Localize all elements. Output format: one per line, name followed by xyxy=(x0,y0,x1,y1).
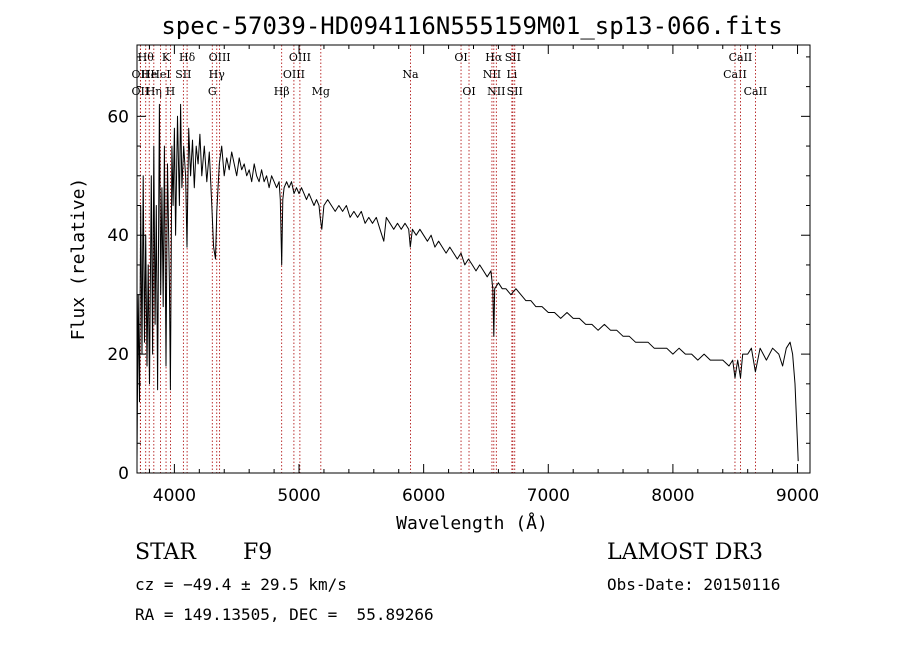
marker-label: NII xyxy=(487,85,505,98)
marker-label: OII xyxy=(132,85,150,98)
marker-label: SII xyxy=(175,68,191,81)
y-tick-label: 0 xyxy=(118,464,129,484)
marker-label: NII xyxy=(483,68,501,81)
redshift-value: cz = −49.4 ± 29.5 km/s xyxy=(135,575,347,594)
y-tick-label: 20 xyxy=(107,345,129,365)
marker-label: SII xyxy=(507,85,523,98)
marker-label: HeI xyxy=(150,68,170,81)
marker-label: Hγ xyxy=(209,68,226,81)
data-layer xyxy=(136,103,799,462)
marker-label: Li xyxy=(506,68,517,81)
marker-label: K xyxy=(162,51,171,64)
obs-date: Obs-Date: 20150116 xyxy=(607,575,781,594)
marker-label: CaII xyxy=(723,68,747,81)
marker-label: Hα xyxy=(485,51,503,64)
subclass: F9 xyxy=(243,540,273,565)
marker-label: OI xyxy=(462,85,475,98)
coordinates: RA = 149.13505, DEC = 55.89266 xyxy=(135,605,434,624)
marker-label: Hδ xyxy=(179,51,196,64)
marker-label: Hβ xyxy=(274,85,290,98)
series-line-flux xyxy=(136,103,799,462)
marker-label: Hθ xyxy=(138,51,155,64)
marker-label: CaII xyxy=(729,51,753,64)
x-tick-label: 5000 xyxy=(277,486,320,506)
marker-label: He xyxy=(141,68,157,81)
marker-label: Mg xyxy=(312,85,330,98)
marker-label: OIII xyxy=(289,51,311,64)
marker-label: SII xyxy=(505,51,521,64)
x-tick-label: 6000 xyxy=(402,486,445,506)
marker-label: Na xyxy=(402,68,419,81)
x-tick-label: 8000 xyxy=(651,486,694,506)
x-tick-label: 7000 xyxy=(527,486,570,506)
y-tick-label: 40 xyxy=(107,226,129,246)
line-markers: OIIOIIHθHeHηHeIKHSIIHδGHγOIIIHβOIIIOIIIM… xyxy=(132,45,768,473)
marker-label: G xyxy=(208,85,217,98)
y-axis-label: Flux (relative) xyxy=(68,178,89,341)
x-tick-label: 4000 xyxy=(153,486,196,506)
axes: 4000 5000 6000 7000 8000 9000 0 20 40 60 xyxy=(107,45,819,506)
y-tick-label: 60 xyxy=(107,107,129,127)
survey-name: LAMOST DR3 xyxy=(607,540,763,565)
plot-frame xyxy=(136,44,811,474)
marker-label: OI xyxy=(454,51,467,64)
marker-label: CaII xyxy=(744,85,768,98)
chart-title: spec-57039-HD094116N555159M01_sp13-066.f… xyxy=(161,12,782,40)
marker-label: OIII xyxy=(283,68,305,81)
object-class: STAR xyxy=(135,540,196,565)
x-axis-label: Wavelength (Å) xyxy=(396,512,548,534)
x-tick-label: 9000 xyxy=(776,486,819,506)
marker-label: OIII xyxy=(209,51,231,64)
marker-label: H xyxy=(166,85,176,98)
marker-label: Hη xyxy=(146,85,162,98)
